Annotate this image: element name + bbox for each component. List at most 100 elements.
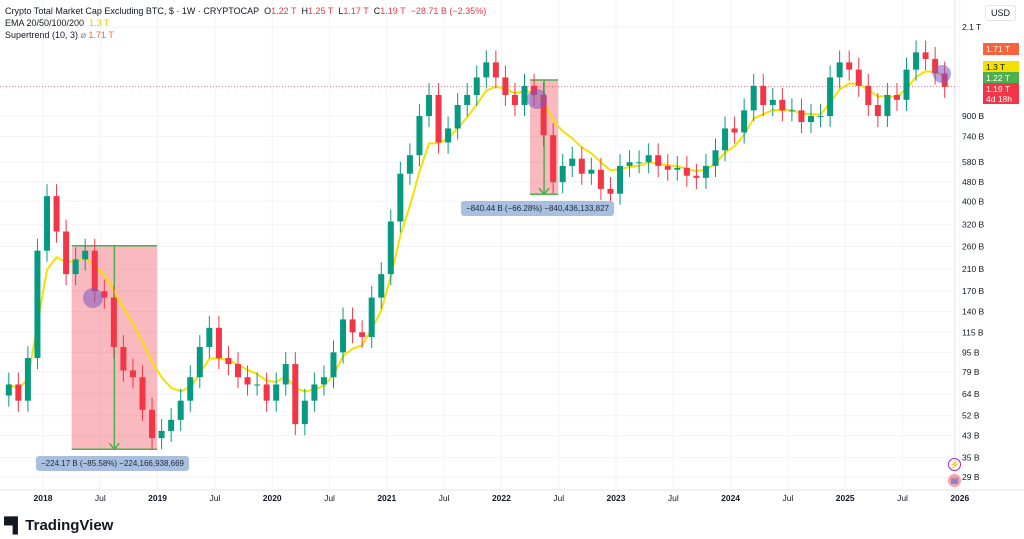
candle-body: [922, 52, 929, 59]
x-tick-label: Jul: [897, 493, 908, 503]
candle-body: [120, 346, 127, 371]
ema-price-label: 1.3 T: [983, 61, 1019, 73]
lightning-event-icon[interactable]: ⚡: [948, 458, 961, 471]
candle-body: [53, 196, 60, 232]
candle-body: [187, 377, 194, 401]
candle-body: [387, 221, 394, 275]
candle-body: [588, 169, 595, 174]
marker-circle: [527, 89, 547, 109]
brand-name: TradingView: [25, 517, 114, 534]
candle-body: [139, 377, 146, 410]
x-tick-label: 2025: [836, 493, 855, 503]
candle-body: [655, 155, 662, 166]
candle-body: [158, 430, 165, 439]
tradingview-logo[interactable]: ▀▌ TradingView: [4, 517, 113, 534]
open-label: O: [264, 6, 272, 16]
x-tick-label: 2024: [721, 493, 740, 503]
x-tick-label: Jul: [209, 493, 220, 503]
price-chart[interactable]: 2.1 T 900 B 740 B 580 B 480 B 400 B 320 B 260 B…: [0, 0, 1024, 510]
candle-body: [196, 346, 203, 378]
candle-body: [569, 158, 576, 166]
bar-countdown: 4d 18h: [986, 94, 1012, 104]
candle-body: [617, 165, 623, 194]
change-value: −28.71 B (−2.35%): [410, 6, 487, 16]
candle-body: [464, 94, 471, 105]
y-tick-label: 740 B: [962, 132, 985, 142]
candle-body: [177, 400, 184, 420]
y-tick-label: 35 B: [962, 452, 980, 462]
measure-arrowhead: [538, 187, 550, 196]
candle-body: [893, 94, 900, 100]
y-tick-label: 29 B: [962, 472, 980, 482]
candle-body: [168, 419, 175, 431]
y-tick-label: 260 B: [962, 242, 985, 252]
y-tick-label: 64 B: [962, 389, 980, 399]
candle-body: [846, 62, 853, 70]
y-tick-label: 140 B: [962, 307, 985, 317]
hidden-eye-icon[interactable]: ⌀: [80, 30, 86, 40]
candle-body: [808, 116, 814, 123]
close-value: 1.19 T: [380, 6, 406, 16]
candle-body: [91, 250, 98, 292]
currency-button[interactable]: USD: [984, 5, 1016, 21]
last-price-label: 1.19 T 4d 18h: [983, 83, 1019, 104]
candle-body: [406, 155, 413, 174]
candle-body: [5, 384, 12, 396]
tv-logo-icon: ▀▌: [4, 517, 23, 534]
marker-circle: [83, 288, 103, 308]
y-tick-label: 320 B: [962, 220, 985, 230]
candle-body: [110, 297, 117, 347]
us-flag-event-icon[interactable]: ▤: [948, 474, 961, 487]
candle-body: [368, 297, 375, 337]
candle-body: [254, 384, 261, 386]
candle-body: [282, 364, 289, 385]
x-tick-label: Jul: [782, 493, 793, 503]
x-tick-label: 2022: [492, 493, 511, 503]
candle-body: [63, 231, 70, 275]
candle-body: [626, 162, 633, 166]
supertrend-label: Supertrend (10, 3): [5, 30, 79, 40]
candle-body: [24, 358, 31, 401]
symbol-title[interactable]: Crypto Total Market Cap Excluding BTC, $…: [5, 6, 260, 16]
x-tick-label: Jul: [553, 493, 564, 503]
candle-body: [340, 319, 347, 353]
candle-body: [693, 175, 700, 178]
candle-body: [578, 158, 585, 174]
candle-body: [855, 69, 862, 86]
candle-body: [674, 167, 681, 170]
close-label: C: [373, 6, 381, 16]
candle-body: [44, 196, 50, 251]
candle-body: [454, 104, 461, 129]
y-tick-label: 95 B: [962, 347, 980, 357]
candle-body: [932, 58, 939, 74]
x-tick-label: 2023: [607, 493, 626, 503]
candle-body: [550, 135, 557, 183]
candle-body: [149, 409, 156, 439]
candle-body: [712, 150, 719, 166]
x-tick-label: 2021: [377, 493, 396, 503]
ema-row[interactable]: EMA 20/50/100/200 1.3 T: [5, 17, 486, 29]
candle-body: [426, 94, 432, 117]
y-tick-label: 52 B: [962, 411, 980, 421]
candle-body: [913, 52, 920, 70]
candle-body: [645, 155, 652, 163]
y-tick-label: 900 B: [962, 111, 985, 121]
chart-legend: Crypto Total Market Cap Excluding BTC, $…: [5, 5, 486, 41]
candle-body: [263, 384, 270, 401]
open-price-label: 1.22 T: [983, 72, 1019, 84]
candle-body: [273, 384, 280, 401]
candle-body: [884, 94, 891, 117]
candle-body: [607, 188, 614, 194]
candle-body: [836, 62, 843, 78]
x-tick-label: Jul: [95, 493, 106, 503]
candle-body: [750, 85, 757, 111]
marker-circle: [933, 65, 951, 83]
candle-body: [473, 77, 480, 95]
candle-body: [15, 384, 22, 401]
candle-body: [511, 94, 518, 105]
y-tick-label: 400 B: [962, 196, 985, 206]
supertrend-row[interactable]: Supertrend (10, 3) ⌀ 1.71 T: [5, 29, 486, 41]
candle-body: [82, 250, 89, 260]
candle-body: [445, 128, 452, 143]
candle-body: [215, 327, 222, 359]
